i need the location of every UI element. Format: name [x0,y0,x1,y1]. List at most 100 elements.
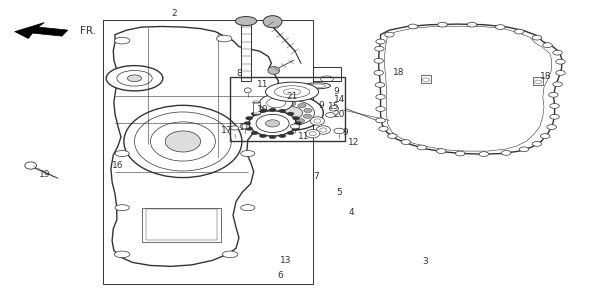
Ellipse shape [388,134,397,138]
Ellipse shape [310,117,325,125]
Ellipse shape [550,114,559,119]
Ellipse shape [437,149,446,154]
Ellipse shape [251,131,258,135]
Ellipse shape [263,16,282,28]
Text: 4: 4 [348,208,354,217]
Bar [142,208,221,242]
Ellipse shape [303,114,312,118]
Ellipse shape [550,104,559,108]
Bar [230,77,345,141]
Text: FR.: FR. [80,26,96,36]
Bar [313,67,341,81]
Ellipse shape [479,152,489,157]
Bar [103,20,313,284]
Ellipse shape [374,58,384,63]
Ellipse shape [543,43,552,48]
Text: 6: 6 [277,271,283,280]
Ellipse shape [278,109,286,113]
Ellipse shape [519,147,529,152]
Ellipse shape [270,113,278,117]
Ellipse shape [553,50,562,55]
Bar [146,209,217,240]
Ellipse shape [294,122,301,125]
Polygon shape [379,24,562,154]
Ellipse shape [115,205,129,211]
Ellipse shape [296,119,304,123]
Ellipse shape [334,128,345,134]
Ellipse shape [293,127,300,130]
Text: 20: 20 [333,110,345,119]
Text: 11: 11 [298,132,310,141]
Text: 10: 10 [257,105,268,114]
Ellipse shape [266,82,319,101]
Ellipse shape [25,162,37,169]
Text: 5: 5 [336,188,342,197]
Ellipse shape [269,135,276,139]
Ellipse shape [222,251,238,258]
Ellipse shape [244,88,251,93]
Ellipse shape [269,108,276,112]
Text: 18: 18 [392,68,404,77]
Bar [253,102,260,114]
Text: 11: 11 [257,80,268,89]
Text: 8: 8 [236,69,242,78]
Ellipse shape [316,126,330,134]
Bar [241,23,251,81]
Bar [421,75,431,83]
Ellipse shape [165,131,201,152]
Text: 12: 12 [348,138,360,147]
Ellipse shape [240,124,250,129]
Ellipse shape [556,70,565,75]
Ellipse shape [532,35,542,40]
Text: 9: 9 [342,128,348,137]
Ellipse shape [502,150,511,155]
Ellipse shape [455,151,465,156]
Ellipse shape [260,109,267,113]
Ellipse shape [268,67,280,74]
Ellipse shape [244,122,251,125]
Ellipse shape [306,129,320,138]
Ellipse shape [298,104,306,108]
Bar [533,77,543,85]
Ellipse shape [270,107,278,112]
Ellipse shape [556,59,565,64]
Ellipse shape [127,75,142,82]
Ellipse shape [514,29,524,34]
Ellipse shape [258,95,323,130]
Polygon shape [15,23,68,39]
Ellipse shape [376,118,385,123]
Ellipse shape [245,116,253,120]
Ellipse shape [217,35,232,42]
Ellipse shape [293,116,300,120]
Ellipse shape [231,126,239,130]
Ellipse shape [540,134,550,138]
Ellipse shape [278,134,286,138]
Ellipse shape [326,113,335,117]
Ellipse shape [417,145,427,150]
Ellipse shape [241,150,255,157]
Ellipse shape [124,105,242,178]
Ellipse shape [375,82,385,87]
Ellipse shape [438,22,447,27]
Ellipse shape [329,106,339,111]
Ellipse shape [553,82,562,87]
Ellipse shape [249,111,296,136]
Text: 9: 9 [333,87,339,96]
Ellipse shape [467,22,477,27]
Ellipse shape [114,37,130,44]
Ellipse shape [260,134,267,138]
Ellipse shape [376,39,385,44]
Ellipse shape [532,141,542,146]
Ellipse shape [114,251,130,258]
Text: 11: 11 [239,123,251,132]
Ellipse shape [286,120,294,124]
Text: 17: 17 [221,126,233,135]
Ellipse shape [260,95,293,111]
Text: 21: 21 [286,92,298,101]
Ellipse shape [408,24,418,29]
Ellipse shape [376,107,385,111]
Ellipse shape [115,150,129,157]
Ellipse shape [379,126,388,131]
Ellipse shape [376,95,385,99]
Ellipse shape [245,127,253,130]
